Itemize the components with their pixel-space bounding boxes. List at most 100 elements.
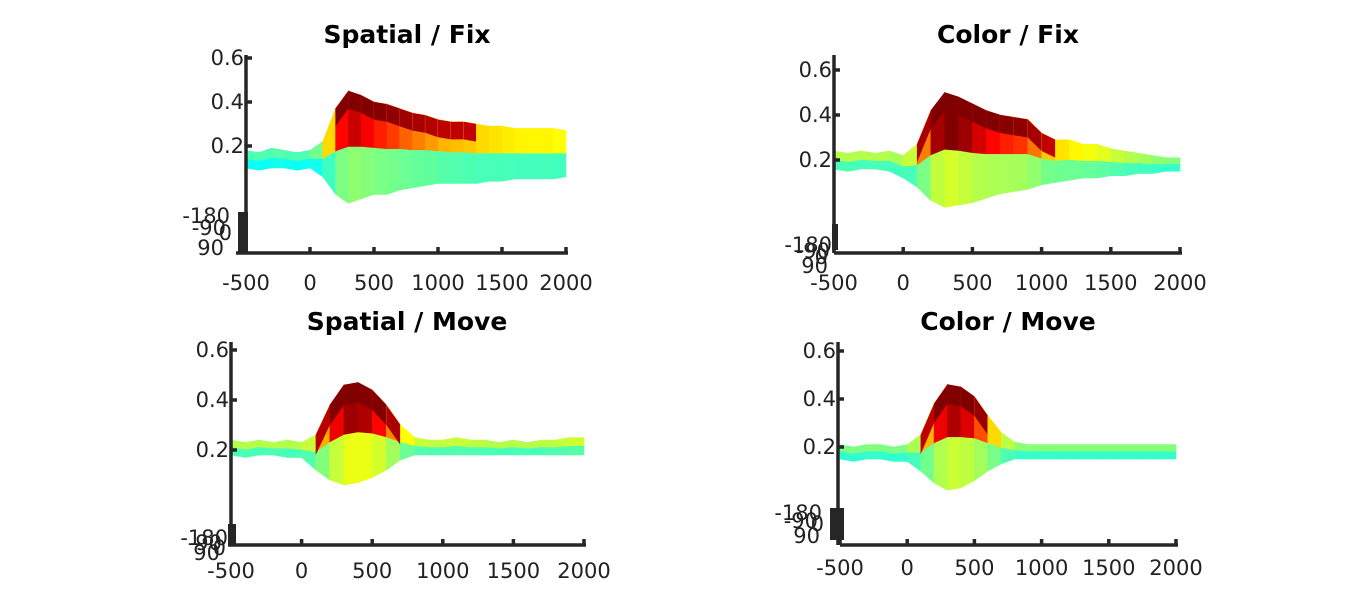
surface-lower-band xyxy=(861,159,876,170)
surface-lower-band xyxy=(322,150,336,196)
surface-upper-band xyxy=(1152,155,1167,165)
surface-ridge xyxy=(944,92,959,115)
surface-lower-band xyxy=(1095,451,1110,460)
surface-lower-band xyxy=(273,448,288,458)
surface-lower-band xyxy=(450,152,464,184)
surface-lower-band xyxy=(245,158,260,171)
surface-lower-band xyxy=(1138,163,1153,174)
surface-upper-band xyxy=(1014,441,1029,453)
surface-lower-band xyxy=(1014,450,1029,460)
panel-3: Spatial / Move-500 0 500 1000 1500 20000.20.4… xyxy=(180,307,610,583)
surface-upper-band xyxy=(488,125,503,154)
x-tick-label: 1500 xyxy=(1082,556,1135,580)
surface-ridge xyxy=(917,110,931,163)
surface-upper-band xyxy=(501,125,516,154)
y-tick-label: -90 xyxy=(188,531,222,555)
surface-lower-band xyxy=(569,445,585,456)
surface-lower-band xyxy=(335,146,349,204)
y-axis-stub xyxy=(830,508,844,540)
surface-lower-band xyxy=(498,447,514,456)
y-axis-stub xyxy=(228,524,236,546)
surface-upper-band xyxy=(1135,444,1150,453)
surface-lower-band xyxy=(875,160,890,172)
surface-upper-band xyxy=(541,439,557,448)
x-tick-label: 500 xyxy=(354,271,394,295)
surface-upper-band xyxy=(287,439,302,451)
surface-upper-band xyxy=(875,150,890,162)
surface-upper-band xyxy=(309,141,324,160)
y-tick-label: 90 xyxy=(197,236,224,260)
surface-ridge xyxy=(343,382,359,405)
surface-lower-band xyxy=(1135,451,1150,460)
surface-upper-band xyxy=(555,437,571,448)
surface-lower-band xyxy=(1124,163,1139,177)
surface-upper-band xyxy=(442,437,458,448)
surface-upper-band xyxy=(1027,444,1042,453)
surface-lower-band xyxy=(463,152,477,184)
y-tick-label: -180 xyxy=(182,204,230,228)
surface-lower-band xyxy=(514,153,528,180)
surface-ridge xyxy=(1000,115,1014,136)
x-tick-label: 2000 xyxy=(1153,271,1206,295)
surface-upper-band xyxy=(540,128,554,154)
surface-lower-band xyxy=(933,436,948,491)
surface-ridge xyxy=(947,384,961,407)
y-tick-label: -180 xyxy=(774,501,822,525)
surface-ridge xyxy=(960,387,975,416)
y-axis-stub xyxy=(238,212,248,252)
surface-lower-band xyxy=(1081,451,1096,460)
surface-lower-band xyxy=(484,447,500,456)
surface-upper-band xyxy=(1082,143,1098,162)
z-tick-label: 0.2 xyxy=(803,435,836,459)
surface-lower-band xyxy=(552,153,567,180)
surface-ridge xyxy=(386,104,400,127)
x-tick-label: 1500 xyxy=(1084,271,1137,295)
surface-ridge xyxy=(1027,119,1042,151)
y-tick-label: 90 xyxy=(801,254,828,278)
surface-lower-band xyxy=(357,432,373,483)
surface-lower-band xyxy=(947,437,962,491)
surface-ridge xyxy=(399,108,413,131)
surface-lower-band xyxy=(1041,451,1056,460)
surface-lower-band xyxy=(437,151,452,184)
surface-upper-band xyxy=(1148,444,1163,453)
z-tick-label: 0.2 xyxy=(196,438,229,462)
y-axis-stub xyxy=(832,224,838,250)
surface-lower-band xyxy=(1082,160,1098,179)
surface-upper-band xyxy=(1068,444,1083,453)
surface-ridge xyxy=(438,119,451,140)
surface-upper-band xyxy=(428,439,444,448)
surface-lower-band xyxy=(1068,451,1083,460)
surface-lower-band xyxy=(488,153,503,182)
surface-ridge xyxy=(386,405,401,445)
z-tick-label: 0.6 xyxy=(211,46,244,70)
surface-upper-band xyxy=(861,150,876,162)
x-tick-label: 1000 xyxy=(1015,556,1068,580)
surface-lower-band xyxy=(1148,451,1163,460)
surface-lower-band xyxy=(1096,160,1112,179)
surface-lower-band xyxy=(866,451,881,460)
surface-lower-band xyxy=(1041,158,1056,186)
surface-upper-band xyxy=(1068,139,1084,162)
surface-ridge xyxy=(463,121,477,142)
surface-ridge xyxy=(1013,117,1028,138)
surface-lower-band xyxy=(527,153,541,180)
y-tick-label: 90 xyxy=(793,524,820,548)
surface-lower-band xyxy=(309,158,324,178)
surface-ridge xyxy=(1041,133,1056,158)
surface-lower-band xyxy=(470,447,486,456)
x-tick-label: 1000 xyxy=(411,271,464,295)
surface-upper-band xyxy=(1041,444,1056,453)
panel-title: Spatial / Fix xyxy=(323,20,490,49)
x-tick-label: 500 xyxy=(954,556,994,580)
surface-lower-band xyxy=(987,442,1002,472)
panel-title: Spatial / Move xyxy=(307,307,508,336)
surface-lower-band xyxy=(1027,451,1042,460)
surface-ridge xyxy=(358,382,373,410)
z-tick-label: 0.4 xyxy=(211,90,244,114)
surface-ridge xyxy=(986,110,1001,133)
surface-lower-band xyxy=(958,150,973,206)
surface-lower-band xyxy=(527,447,542,456)
y-tick-label: -90 xyxy=(784,509,818,533)
x-tick-label: 0 xyxy=(901,556,914,580)
